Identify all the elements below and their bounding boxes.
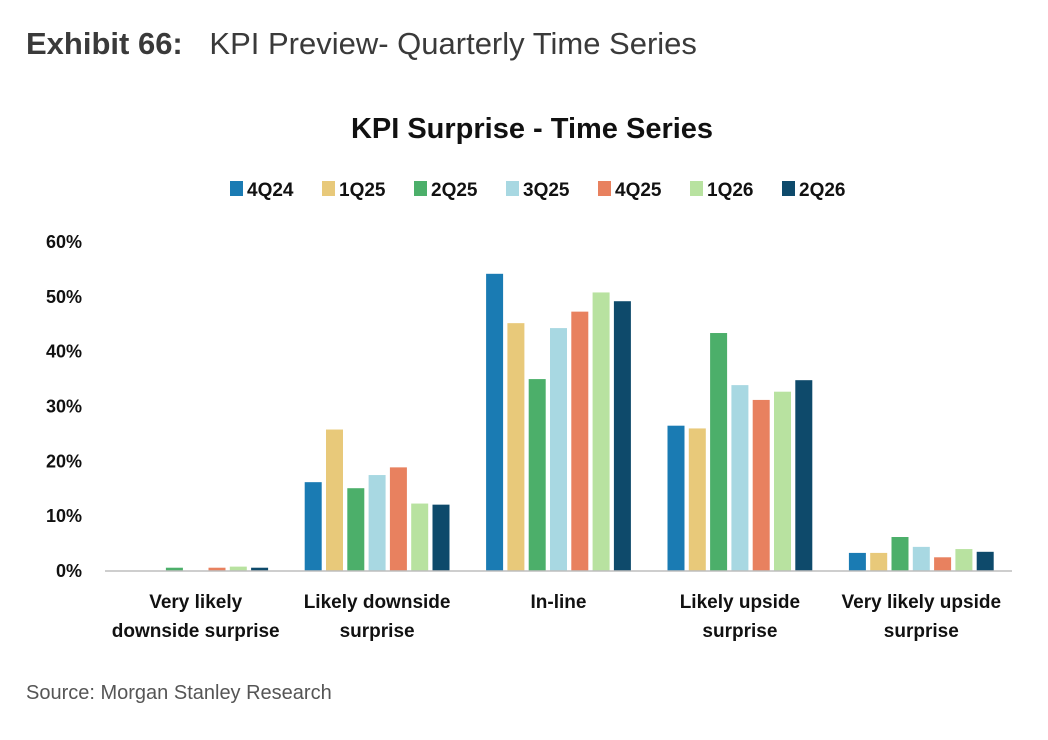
bar-1q25-cat4: [870, 552, 888, 571]
bar-2q26-cat0: [251, 567, 269, 571]
legend-swatch-2q26: [782, 181, 795, 196]
bar-3q25-cat4: [912, 546, 930, 571]
legend-label-2q26: 2Q26: [799, 180, 845, 201]
bar-3q25-cat2: [550, 328, 567, 571]
bar-2q26-cat2: [613, 301, 631, 571]
bar-4q24-cat2: [486, 273, 504, 571]
exhibit-title: KPI Preview- Quarterly Time Series: [209, 26, 697, 61]
bar-3q25-cat1: [368, 475, 386, 571]
bar-2q26-cat1: [432, 504, 450, 571]
bar-2q25-cat0: [165, 567, 183, 571]
category-label: Likely upside: [680, 592, 800, 613]
legend-label-2q25: 2Q25: [431, 180, 478, 201]
source-note: Source: Morgan Stanley Research: [26, 682, 332, 704]
bar-4q24-cat3: [667, 425, 685, 571]
bar-4q25-cat1: [389, 467, 407, 571]
bar-4q25-cat3: [752, 399, 770, 571]
category-label: surprise: [702, 621, 777, 642]
y-tick-label: 30%: [46, 397, 82, 417]
legend-swatch-3q25: [506, 181, 519, 196]
legend-swatch-4q24: [230, 181, 243, 196]
bar-4q25-cat4: [934, 557, 952, 571]
legend-swatch-1q25: [322, 181, 335, 196]
bar-2q25-cat2: [528, 379, 546, 571]
legend-swatch-2q25: [414, 181, 427, 196]
y-tick-label: 10%: [46, 506, 82, 526]
legend-label-3q25: 3Q25: [523, 180, 570, 201]
bar-2q25-cat1: [347, 488, 365, 571]
category-label: Likely downside: [304, 592, 451, 613]
bar-4q25-cat2: [571, 311, 589, 571]
y-tick-label: 20%: [46, 451, 82, 471]
bar-2q26-cat3: [795, 380, 813, 571]
bar-1q25-cat1: [326, 429, 343, 571]
legend-swatch-4q25: [598, 181, 611, 196]
y-tick-label: 50%: [46, 287, 82, 307]
x-axis: Very likely downside surprise Likely downs…: [112, 592, 1001, 642]
y-tick-label: 0%: [56, 561, 82, 581]
bar-2q26-cat4: [976, 551, 994, 571]
legend-label-1q26: 1Q26: [707, 180, 753, 201]
bar-1q26-cat0: [229, 566, 247, 571]
bar-area: [165, 273, 994, 571]
exhibit-heading: Exhibit 66: KPI Preview- Quarterly Time …: [26, 26, 697, 62]
chart-legend: 4Q24 1Q25 2Q25 3Q25 4Q25 1Q26 2Q26: [230, 180, 845, 201]
category-label: surprise: [884, 621, 959, 642]
bar-1q25-cat2: [507, 323, 525, 571]
category-label: surprise: [340, 621, 415, 642]
bar-1q26-cat1: [411, 503, 429, 571]
y-tick-label: 60%: [46, 232, 82, 252]
bar-2q25-cat4: [891, 537, 909, 571]
exhibit-label: Exhibit 66:: [26, 26, 183, 61]
bar-3q25-cat3: [731, 385, 749, 571]
bar-1q25-cat3: [688, 428, 706, 571]
y-axis: 0% 10% 20% 30% 40% 50% 60%: [46, 232, 82, 581]
y-tick-label: 40%: [46, 342, 82, 362]
bar-4q24-cat4: [848, 552, 866, 571]
category-label: Very likely: [149, 592, 242, 613]
bar-1q26-cat2: [592, 292, 610, 571]
bar-2q25-cat3: [710, 333, 728, 571]
legend-label-4q25: 4Q25: [615, 180, 662, 201]
bar-1q26-cat3: [774, 391, 791, 571]
bar-4q24-cat1: [304, 482, 322, 571]
category-label: downside surprise: [112, 621, 280, 642]
bar-4q25-cat0: [208, 567, 226, 571]
legend-label-1q25: 1Q25: [339, 180, 386, 201]
chart-title: KPI Surprise - Time Series: [351, 113, 713, 145]
category-label: In-line: [531, 592, 587, 613]
legend-swatch-1q26: [690, 181, 703, 196]
bar-1q26-cat4: [955, 549, 973, 571]
legend-label-4q24: 4Q24: [247, 180, 294, 201]
category-label: Very likely upside: [842, 592, 1001, 613]
